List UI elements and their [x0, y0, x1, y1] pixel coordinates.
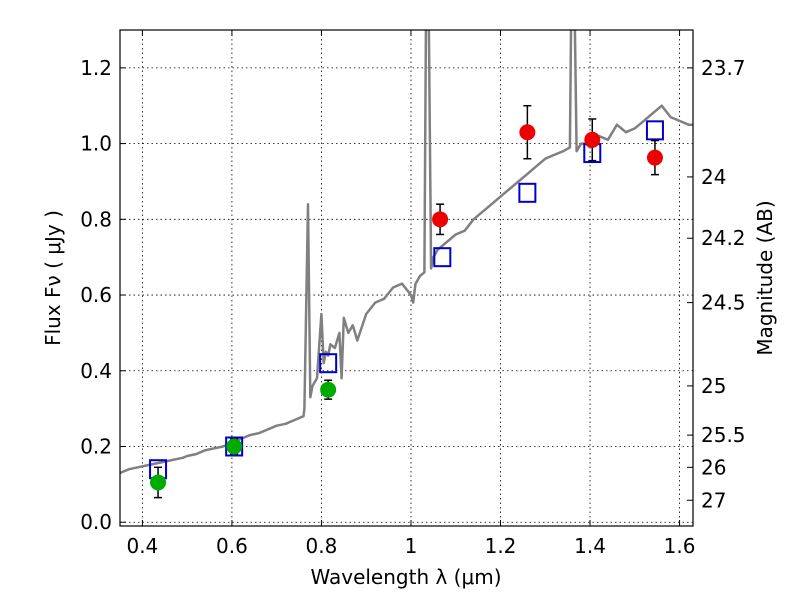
y-tick-label: 1.2 [80, 56, 112, 80]
x-tick-label: 1.2 [485, 534, 517, 558]
data-point [519, 124, 536, 141]
y-tick-label: 0.6 [80, 283, 112, 307]
y-tick-label: 1.0 [80, 132, 112, 156]
right-tick-label: 27 [701, 488, 726, 512]
data-point [584, 131, 601, 148]
model-point [518, 182, 537, 203]
model-point [319, 353, 338, 374]
spectrum-line [120, 30, 693, 475]
y-axis-label: Flux Fν ( μJy ) [41, 210, 65, 346]
right-tick-label: 24 [701, 165, 726, 189]
right-tick-label: 24.5 [701, 291, 746, 315]
x-axis-label: Wavelength λ (μm) [310, 565, 501, 589]
right-tick-label: 25 [701, 374, 726, 398]
right-tick-label: 26 [701, 455, 726, 479]
data-point [320, 381, 337, 398]
x-tick-label: 0.6 [216, 534, 248, 558]
ticks [120, 30, 693, 526]
data-point [646, 149, 663, 166]
model-point [645, 120, 664, 141]
right-tick-label: 23.7 [701, 56, 746, 80]
x-tick-label: 1.6 [664, 534, 696, 558]
plot-frame [119, 29, 694, 527]
right-tick-label: 25.5 [701, 423, 746, 447]
tick-labels: 0.4 0.6 0.8 1 1.2 1.4 1.6 0.0 0.2 0.4 0.6 0.8 1.0 1.2… [80, 56, 745, 558]
y-tick-label: 0.4 [80, 359, 112, 383]
x-tick-label: 0.8 [306, 534, 338, 558]
x-tick-label: 0.4 [126, 534, 158, 558]
x-tick-label: 1 [405, 534, 418, 558]
plot-background [120, 30, 693, 526]
data-point [226, 438, 243, 455]
data-point [432, 211, 449, 228]
y-axis-label-right: Magnitude (AB) [753, 200, 777, 355]
y-tick-label: 0.8 [80, 207, 112, 231]
y-tick-label: 0.2 [80, 434, 112, 458]
x-tick-label: 1.4 [574, 534, 606, 558]
model-point [433, 247, 452, 268]
data-point [150, 474, 167, 491]
y-tick-label: 0.0 [80, 510, 112, 534]
plot-content [120, 30, 693, 499]
right-tick-label: 24.2 [701, 226, 746, 250]
